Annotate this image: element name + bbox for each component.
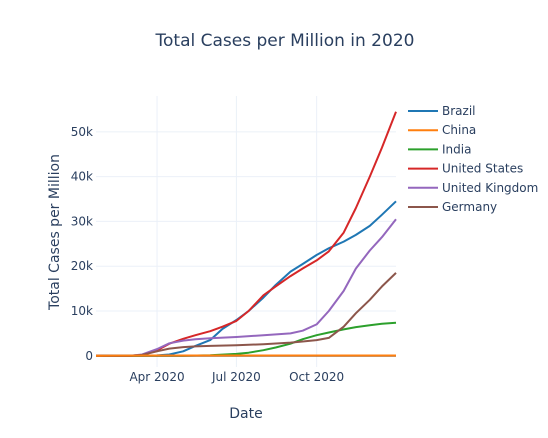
y-tick-label: 40k <box>71 170 93 184</box>
x-tick-label: Apr 2020 <box>129 370 184 384</box>
legend-label[interactable]: United Kingdom <box>442 181 538 195</box>
legend: Brazil China India United States United King… <box>408 104 538 214</box>
y-tick-label: 30k <box>71 214 93 228</box>
x-tick-label: Oct 2020 <box>289 370 344 384</box>
y-tick-label: 0 <box>85 349 93 363</box>
legend-label[interactable]: Germany <box>442 200 497 214</box>
gridlines <box>96 96 396 367</box>
series-line-5 <box>100 272 397 357</box>
series-line-0 <box>126 200 397 357</box>
legend-label[interactable]: United States <box>442 162 523 176</box>
x-axis-title: Date <box>229 406 262 422</box>
series-line-4 <box>103 218 397 357</box>
chart-title: Total Cases per Million in 2020 <box>155 31 415 51</box>
x-tick-label: Jul 2020 <box>211 370 261 384</box>
axes: Apr 2020 Jul 2020 Oct 2020 0 10k 20k 30k 40k 50k <box>71 125 396 384</box>
series-line-2 <box>103 321 397 357</box>
series-lines <box>95 111 397 357</box>
y-tick-label: 10k <box>71 304 93 318</box>
y-axis-title: Total Cases per Million <box>47 154 63 311</box>
legend-label[interactable]: China <box>442 123 476 137</box>
legend-label[interactable]: India <box>442 142 471 156</box>
y-tick-label: 20k <box>71 259 93 273</box>
y-tick-label: 50k <box>71 125 93 139</box>
legend-label[interactable]: Brazil <box>442 104 476 118</box>
